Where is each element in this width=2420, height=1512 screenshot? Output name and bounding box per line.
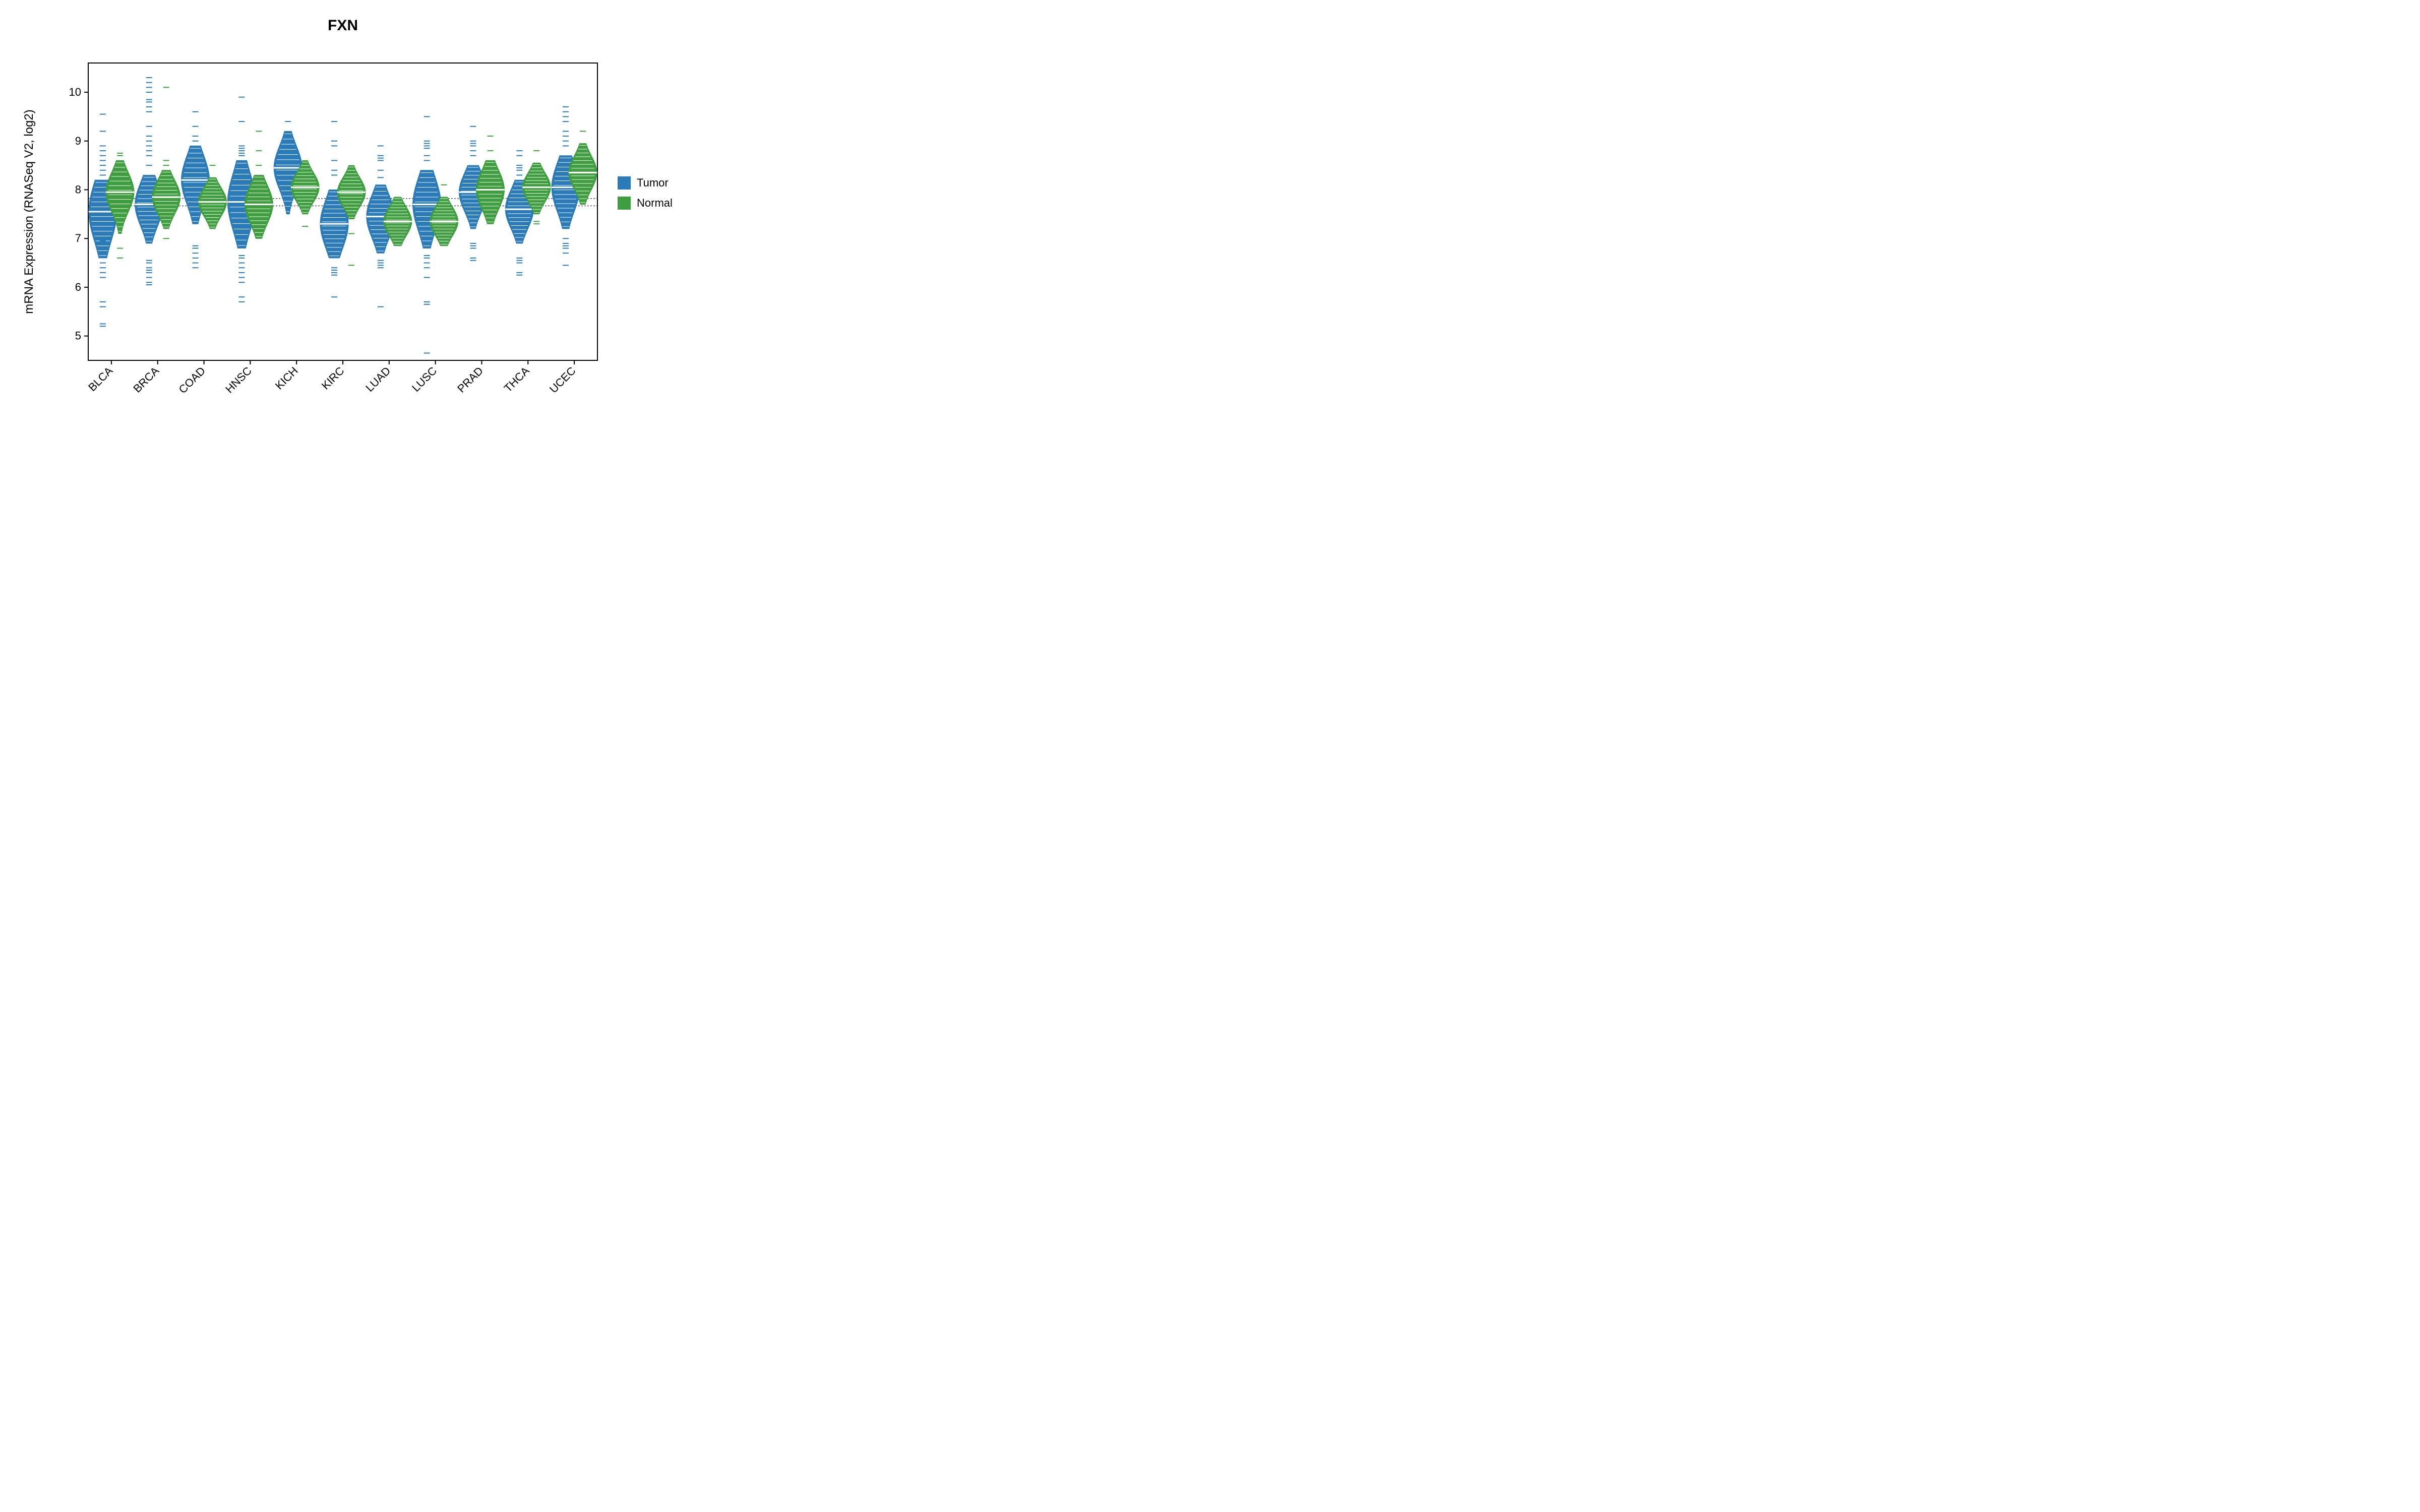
legend-label: Normal <box>637 197 673 209</box>
legend-label: Tumor <box>637 176 669 189</box>
y-tick-label: 5 <box>75 330 81 342</box>
y-tick-label: 9 <box>75 135 81 147</box>
x-tick-label: KIRC <box>319 364 347 392</box>
y-tick-label: 8 <box>75 183 81 196</box>
x-tick-label: COAD <box>176 364 208 396</box>
legend-swatch <box>618 176 631 190</box>
x-tick-label: LUAD <box>363 364 393 394</box>
x-tick-label: THCA <box>502 364 532 395</box>
x-tick-label: BRCA <box>131 364 161 395</box>
bean-plot: FXN 5 6 7 8 9 10 mRNA Expression (RNASeq V2, lo… <box>0 0 726 454</box>
x-tick-label: PRAD <box>455 364 486 395</box>
x-tick-label: KICH <box>273 364 300 392</box>
x-tick-label: HNSC <box>223 364 254 396</box>
chart-container: FXN 5 6 7 8 9 10 mRNA Expression (RNASeq V2, lo… <box>0 0 726 454</box>
x-tick-label: UCEC <box>547 364 578 396</box>
y-tick-label: 10 <box>69 86 81 98</box>
legend-swatch <box>618 197 631 210</box>
x-tick-label: LUSC <box>409 364 439 394</box>
x-tick-label: BLCA <box>86 364 115 394</box>
chart-title: FXN <box>328 17 358 34</box>
y-axis-label: mRNA Expression (RNASeq V2, log2) <box>22 109 36 314</box>
y-tick-label: 7 <box>75 232 81 244</box>
y-tick-label: 6 <box>75 281 81 293</box>
